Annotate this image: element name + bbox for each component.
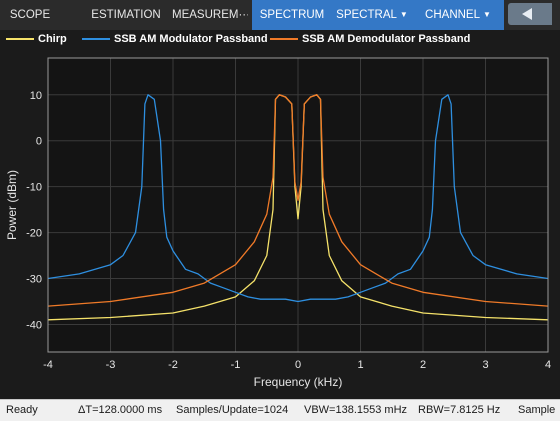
x-tick-label: 1 bbox=[357, 359, 363, 371]
axes-frame bbox=[47, 57, 549, 353]
x-tick-label: -1 bbox=[231, 359, 241, 371]
x-tick-label: 0 bbox=[295, 359, 301, 371]
status-samples-update: Samples/Update=1024 bbox=[176, 404, 289, 416]
legend-item-demodulator[interactable]: SSB AM Demodulator Passband bbox=[270, 30, 470, 48]
y-tick-label: 0 bbox=[36, 136, 42, 148]
tab-spectrum[interactable]: SPECTRUM bbox=[252, 0, 332, 30]
tab-spectral-label: SPECTRAL bbox=[336, 9, 397, 22]
plot-area: -4 -3 -2 -1 0 1 2 3 4 -40 -30 -20 -10 0 10 Frequency (… bbox=[0, 48, 560, 398]
x-axis-label: Frequency (kHz) bbox=[254, 375, 343, 389]
x-tick-label: -4 bbox=[43, 359, 53, 371]
x-tick-label: 4 bbox=[545, 359, 551, 371]
status-delta-t: ΔT=128.0000 ms bbox=[78, 404, 163, 416]
tab-spectral[interactable]: SPECTRAL ▼ bbox=[332, 0, 412, 30]
x-tick-label: 3 bbox=[482, 359, 488, 371]
legend-swatch-demodulator bbox=[270, 38, 298, 41]
legend-label-chirp: Chirp bbox=[38, 33, 67, 45]
y-tick-label: -30 bbox=[26, 274, 42, 286]
tab-measurements-label: MEASUREM··· bbox=[172, 9, 248, 21]
legend-item-chirp[interactable]: Chirp bbox=[6, 30, 67, 48]
x-tick-label: -2 bbox=[168, 359, 178, 371]
x-tick-label: -3 bbox=[106, 359, 116, 371]
legend-label-demodulator: SSB AM Demodulator Passband bbox=[302, 33, 471, 45]
x-tick-label: 2 bbox=[420, 359, 426, 371]
tab-spectrum-label: SPECTRUM bbox=[259, 9, 325, 21]
status-bar: Ready ΔT=128.0000 ms Samples/Update=1024… bbox=[0, 399, 560, 421]
tab-scope[interactable]: SCOPE bbox=[0, 0, 60, 30]
toolstrip: SCOPE ESTIMATION MEASUREM··· SPECTRUM SP… bbox=[0, 0, 560, 30]
y-tick-label: -20 bbox=[26, 228, 42, 240]
collapse-arrow-icon bbox=[522, 8, 532, 20]
status-vbw: VBW=138.1553 mHz bbox=[304, 404, 408, 416]
status-sample: Sample bbox=[518, 404, 556, 416]
y-tick-label: -10 bbox=[26, 182, 42, 194]
tab-estimation[interactable]: ESTIMATION bbox=[84, 0, 168, 30]
status-rbw: RBW=7.8125 Hz bbox=[418, 404, 501, 416]
series-line-demodulator bbox=[47, 94, 549, 307]
legend-swatch-modulator bbox=[82, 38, 110, 41]
legend-swatch-chirp bbox=[6, 38, 34, 41]
legend-label-modulator: SSB AM Modulator Passband bbox=[114, 33, 268, 45]
tab-channel-label: CHANNEL bbox=[425, 9, 481, 22]
status-state: Ready bbox=[6, 404, 38, 416]
collapse-toolstrip-button[interactable] bbox=[508, 3, 552, 25]
series-group bbox=[47, 94, 549, 321]
y-axis-label: Power (dBm) bbox=[5, 170, 19, 240]
legend-item-modulator[interactable]: SSB AM Modulator Passband bbox=[82, 30, 268, 48]
chevron-down-icon: ▼ bbox=[399, 10, 408, 19]
series-line-modulator bbox=[47, 94, 549, 303]
tab-measurements[interactable]: MEASUREM··· bbox=[172, 0, 248, 30]
chevron-down-icon: ▼ bbox=[483, 10, 491, 19]
series-line-chirp bbox=[47, 94, 549, 321]
tab-estimation-label: ESTIMATION bbox=[91, 9, 161, 21]
y-tick-label: 10 bbox=[30, 90, 42, 102]
legend: Chirp SSB AM Modulator Passband SSB AM D… bbox=[0, 30, 560, 48]
tab-channel[interactable]: CHANNEL ▼ bbox=[412, 0, 504, 30]
y-tick-label: -40 bbox=[26, 319, 42, 331]
tab-scope-label: SCOPE bbox=[9, 9, 51, 21]
